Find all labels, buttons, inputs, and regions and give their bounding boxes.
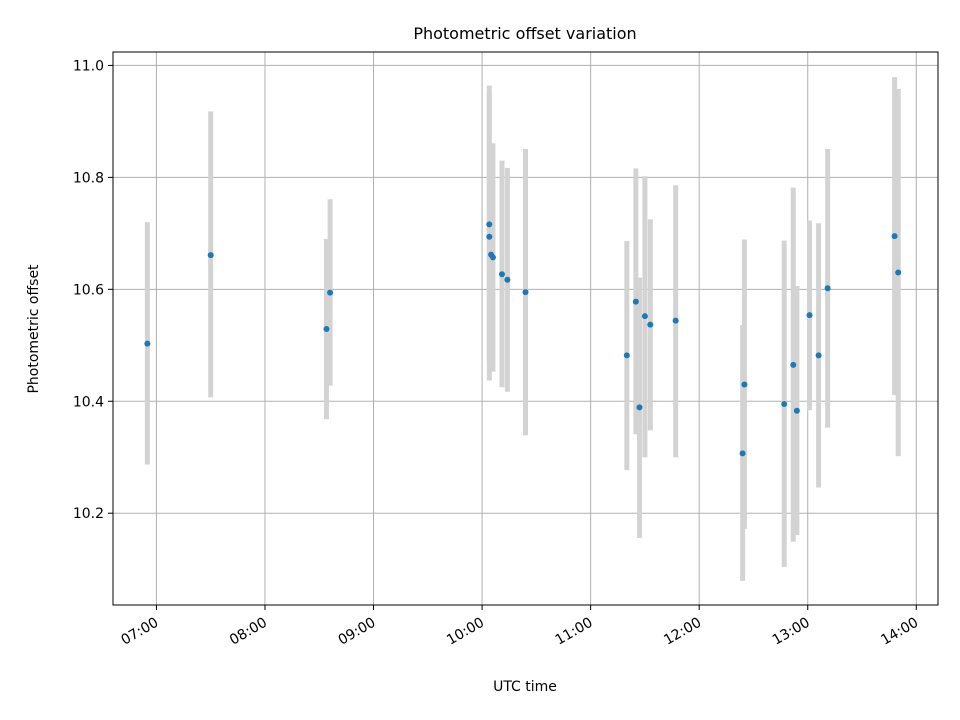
chart-title: Photometric offset variation — [413, 24, 636, 43]
data-point — [741, 381, 748, 388]
data-point — [647, 321, 654, 328]
y-axis-ticks: 10.2 10.4 10.6 10.8 11.0 — [73, 58, 113, 522]
data-point — [207, 252, 214, 259]
data-point — [144, 340, 151, 347]
data-point — [895, 269, 902, 276]
data-point — [672, 317, 679, 324]
data-point — [522, 289, 529, 296]
data-point — [489, 254, 496, 261]
data-point — [793, 407, 800, 414]
y-tick-label: 10.2 — [73, 506, 104, 522]
data-point — [323, 326, 330, 333]
data-point — [781, 401, 788, 408]
data-point — [632, 298, 639, 305]
y-axis-label: Photometric offset — [26, 264, 42, 394]
data-point — [623, 352, 630, 359]
y-tick-label: 10.6 — [73, 282, 104, 298]
data-point — [486, 221, 493, 228]
x-axis-label: UTC time — [493, 679, 557, 695]
y-tick-label: 10.4 — [73, 394, 104, 410]
y-tick-label: 11.0 — [73, 58, 104, 74]
data-point — [824, 285, 831, 292]
data-point — [739, 450, 746, 457]
y-tick-label: 10.8 — [73, 170, 104, 186]
data-point — [498, 271, 505, 278]
data-point — [327, 289, 334, 296]
data-point — [790, 361, 797, 368]
data-points — [144, 221, 902, 457]
data-point — [641, 313, 648, 320]
data-point — [636, 404, 643, 411]
data-point — [504, 276, 511, 283]
plot-frame — [112, 51, 939, 606]
data-point — [486, 233, 493, 240]
data-point — [891, 233, 898, 240]
data-point — [806, 312, 813, 319]
data-point — [815, 352, 822, 359]
